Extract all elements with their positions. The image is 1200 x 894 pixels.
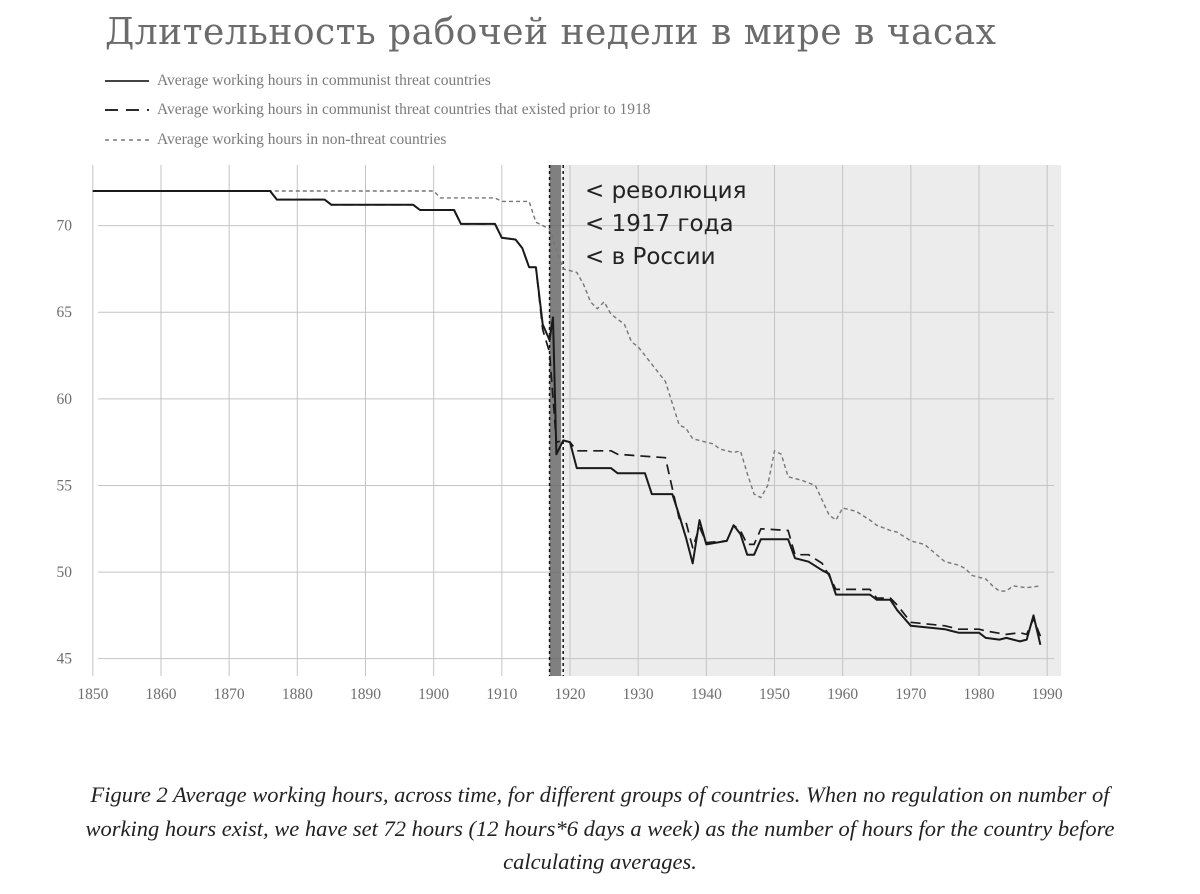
figure-caption: Figure 2 Average working hours, across t…: [0, 778, 1200, 879]
x-tick-label-1890: 1890: [350, 686, 381, 703]
annotation-line-3: < в России: [585, 244, 716, 270]
legend-swatch-solid: [105, 79, 149, 82]
y-tick-label-50: 50: [57, 564, 73, 581]
x-tick-label-1900: 1900: [418, 686, 449, 703]
legend-label-pre-1918: Average working hours in communist threa…: [157, 101, 651, 119]
y-tick-label-60: 60: [57, 391, 73, 408]
x-tick-label-1980: 1980: [964, 686, 995, 703]
x-tick-label-1960: 1960: [827, 686, 858, 703]
legend-item-non-threat: Average working hours in non-threat coun…: [105, 125, 650, 155]
y-tick-label-70: 70: [57, 218, 73, 235]
shaded-region: [563, 165, 1062, 676]
y-tick-label-45: 45: [57, 651, 73, 668]
series-line-dotted: [92, 190, 1041, 592]
chart-title: Длительность рабочей недели в мире в час…: [105, 12, 997, 53]
x-tick-label-1950: 1950: [759, 686, 790, 703]
chart-legend: Average working hours in communist threa…: [105, 66, 650, 155]
legend-label-non-threat: Average working hours in non-threat coun…: [157, 130, 447, 148]
line-chart: 1850 1860 1870 1880 1890 1900 1910 1920 1930 1940…: [57, 165, 1063, 703]
x-tick-label-1870: 1870: [214, 686, 245, 703]
x-tick-label-1930: 1930: [623, 686, 654, 703]
legend-item-pre-1918: Average working hours in communist threa…: [105, 96, 650, 126]
y-tick-label-55: 55: [57, 477, 73, 494]
x-tick-label-1920: 1920: [555, 686, 586, 703]
series-line-solid: [92, 190, 1042, 646]
x-tick-label-1990: 1990: [1032, 686, 1063, 703]
caption-line-2: working hours exist, we have set 72 hour…: [85, 815, 1115, 841]
annotation-line-1: < революция: [585, 178, 746, 204]
x-tick-label-1860: 1860: [145, 686, 176, 703]
caption-line-3: calculating averages.: [503, 849, 697, 874]
y-tick-label-65: 65: [57, 304, 73, 321]
x-tick-label-1910: 1910: [486, 686, 517, 703]
x-tick-label-1880: 1880: [282, 686, 313, 703]
legend-item-communist-threat: Average working hours in communist threa…: [105, 66, 650, 96]
legend-label-communist-threat: Average working hours in communist threa…: [157, 71, 491, 89]
x-tick-label-1850: 1850: [77, 686, 108, 703]
legend-swatch-dashed: [105, 109, 149, 112]
caption-line-1: Figure 2 Average working hours, across t…: [90, 782, 1110, 807]
x-tick-label-1940: 1940: [691, 686, 722, 703]
x-tick-label-1970: 1970: [895, 686, 926, 703]
annotation-line-2: < 1917 года: [585, 211, 734, 237]
